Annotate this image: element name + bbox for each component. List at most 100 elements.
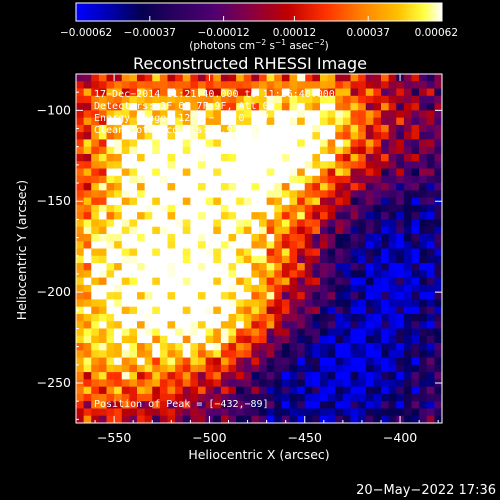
heatmap-cell [266, 219, 275, 228]
heatmap-cell [83, 161, 92, 170]
heatmap-cell [342, 204, 352, 213]
heatmap-cell [365, 190, 374, 199]
heatmap-cell [274, 415, 283, 423]
heatmap-cell [159, 168, 169, 177]
heatmap-cell [76, 393, 85, 402]
heatmap-cell [312, 255, 321, 264]
heatmap-cell [342, 226, 352, 235]
heatmap-cell [228, 168, 237, 177]
heatmap-cell [106, 401, 115, 410]
heatmap-cell [167, 146, 176, 155]
heatmap-cell [76, 415, 85, 423]
heatmap-cell [182, 372, 191, 380]
heatmap-cell [137, 328, 146, 337]
heatmap-cell [335, 233, 344, 242]
heatmap-cell [243, 219, 252, 228]
heatmap-cell [243, 226, 252, 235]
heatmap-cell [388, 299, 397, 308]
heatmap-cell [320, 270, 329, 279]
heatmap-cell [388, 379, 397, 388]
heatmap-cell [152, 175, 161, 184]
heatmap-cell [220, 270, 230, 279]
heatmap-cell [266, 415, 275, 423]
heatmap-cell [350, 386, 359, 395]
heatmap-cell [350, 124, 359, 133]
heatmap-cell [159, 124, 169, 133]
heatmap-cell [182, 408, 191, 417]
heatmap-cell [312, 313, 321, 322]
heatmap-cell [388, 372, 397, 380]
heatmap-cell [190, 408, 199, 417]
heatmap-cell [205, 204, 214, 213]
heatmap-cell [297, 255, 306, 264]
heatmap-cell [114, 175, 123, 184]
heatmap-cell [289, 343, 298, 351]
heatmap-cell [335, 343, 344, 351]
heatmap-cell [434, 226, 442, 235]
heatmap-cell [365, 292, 374, 300]
heatmap-cell [259, 284, 268, 293]
heatmap-cell [312, 161, 321, 170]
heatmap-cell [342, 379, 352, 388]
heatmap-cell [289, 313, 298, 322]
heatmap-cell [403, 248, 413, 257]
heatmap-cell [373, 263, 382, 271]
heatmap-cell [312, 292, 321, 300]
heatmap-cell [342, 233, 352, 242]
heatmap-cell [159, 74, 169, 82]
heatmap-cell [358, 190, 367, 199]
heatmap-cell [297, 408, 306, 417]
heatmap-cell [297, 139, 306, 148]
heatmap-cell [236, 95, 245, 104]
heatmap-cell [76, 81, 85, 90]
heatmap-cell [121, 103, 130, 111]
heatmap-cell [152, 117, 161, 126]
heatmap-cell [342, 153, 352, 162]
heatmap-cell [259, 146, 268, 155]
heatmap-cell [159, 248, 169, 257]
heatmap-cell [182, 357, 191, 366]
heatmap-cell [396, 124, 405, 133]
heatmap-cell [243, 255, 252, 264]
heatmap-cell [373, 226, 382, 235]
heatmap-cell [205, 393, 214, 402]
heatmap-cell [114, 117, 123, 126]
heatmap-cell [373, 204, 382, 213]
heatmap-cell [121, 263, 130, 271]
heatmap-cell [304, 248, 313, 257]
heatmap-cell [106, 372, 115, 380]
heatmap-cell [243, 139, 252, 148]
heatmap-cell [182, 277, 191, 286]
heatmap-cell [358, 95, 367, 104]
heatmap-cell [426, 190, 435, 199]
heatmap-cell [419, 88, 428, 97]
heatmap-cell [190, 401, 199, 410]
heatmap-cell [411, 103, 420, 111]
heatmap-cell [259, 124, 268, 133]
heatmap-cell [137, 364, 146, 373]
heatmap-cell [175, 175, 184, 184]
heatmap-cell [396, 146, 405, 155]
heatmap-cell [91, 95, 100, 104]
heatmap-cell [304, 364, 313, 373]
heatmap-cell [312, 233, 321, 242]
heatmap-cell [396, 292, 405, 300]
heatmap-cell [327, 263, 336, 271]
heatmap-cell [190, 255, 199, 264]
heatmap-cell [312, 284, 321, 293]
heatmap-cell [373, 357, 382, 366]
heatmap-cell [304, 321, 313, 330]
heatmap-cell [190, 110, 199, 119]
heatmap-cell [350, 263, 359, 271]
heatmap-cell [289, 335, 298, 344]
heatmap-cell [114, 379, 123, 388]
heatmap-cell [213, 328, 222, 337]
heatmap-cell [121, 415, 130, 423]
heatmap-cell [426, 161, 435, 170]
heatmap-cell [396, 313, 405, 322]
heatmap-cell [76, 292, 85, 300]
heatmap-cell [98, 190, 108, 199]
heatmap-cell [281, 146, 291, 155]
heatmap-cell [381, 364, 390, 373]
